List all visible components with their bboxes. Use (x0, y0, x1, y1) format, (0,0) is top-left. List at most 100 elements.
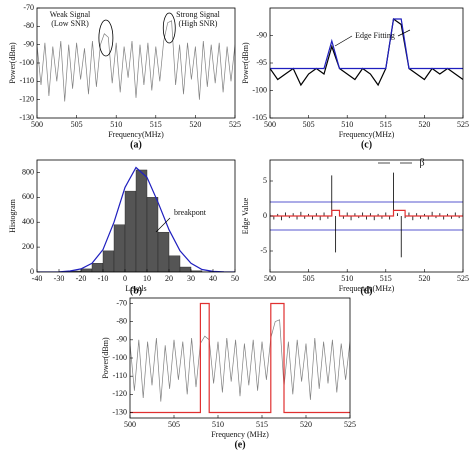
series-line (37, 166, 235, 272)
panel: 500 505 510 515 520 525 -130 -120 -110 -100 -90 -80… (101, 297, 356, 450)
series-line (270, 209, 463, 217)
plot-area (130, 302, 350, 414)
panel: 500 505 510 515 520 525 -130 -120 -110 -100 -90 -80… (8, 3, 241, 150)
x-tick-label: 520 (300, 420, 312, 429)
x-tick-label: 510 (110, 120, 122, 129)
annotation-arrow (397, 29, 411, 37)
plot-area (270, 17, 463, 87)
y-tick-label: -90 (256, 30, 267, 39)
panel-label: (a) (130, 139, 142, 150)
y-tick-label: -100 (252, 85, 267, 94)
histogram-bar (102, 250, 115, 272)
series-line (270, 17, 463, 87)
x-tick-label: 30 (187, 274, 195, 283)
y-tick-label: -70 (116, 298, 127, 307)
x-tick-label: 525 (229, 120, 241, 129)
x-tick-label: 520 (189, 120, 201, 129)
histogram-bar (124, 190, 137, 272)
axes-frame (269, 159, 464, 273)
x-tick-label: -20 (76, 274, 87, 283)
y-tick-label: 200 (22, 242, 34, 251)
x-axis-label: Levels (125, 284, 146, 293)
histogram-bar (113, 224, 126, 272)
axes-frame (269, 7, 464, 119)
y-tick-label: -110 (20, 76, 34, 85)
y-axis-label: Histogram (8, 198, 17, 233)
x-axis-label: Frequency (MHz) (211, 430, 269, 439)
series-line (130, 302, 350, 414)
annotation-arrow (334, 35, 353, 47)
y-tick-label: -130 (112, 407, 127, 416)
x-tick-label: 525 (457, 274, 469, 283)
panel: 500 505 510 515 520 525 -105 -100 -95 -90 Frequenc… (241, 7, 469, 150)
annotation: Strong Signal (176, 10, 221, 19)
x-tick-label: 510 (212, 420, 224, 429)
panel-label: (e) (234, 439, 245, 450)
panel: 500 505 510 515 520 525 -5 0 5 Frequency(MHz) Edge… (241, 157, 469, 296)
panel-label: (b) (130, 285, 142, 296)
plot-area (37, 20, 235, 102)
x-tick-label: 505 (303, 120, 315, 129)
x-tick-label: 510 (341, 274, 353, 283)
x-tick-label: 515 (380, 120, 392, 129)
x-tick-label: 500 (264, 274, 276, 283)
y-tick-label: -5 (260, 246, 267, 255)
y-tick-label: -100 (19, 58, 34, 67)
axes-frame (36, 7, 236, 119)
y-tick-label: 0 (30, 267, 34, 276)
x-tick-label: 20 (165, 274, 173, 283)
axes-frame (36, 159, 236, 273)
x-tick-label: 515 (256, 420, 268, 429)
annotation: (Low SNR) (51, 19, 89, 28)
plot-area (37, 166, 235, 272)
highlight (98, 19, 114, 57)
x-tick-label: 0 (123, 274, 127, 283)
annotation: (High SNR) (179, 19, 218, 28)
panel: -40 -30 -20 -10 0 10 20 30 40 50 0 200 400 600 800 Leve… (8, 159, 239, 296)
highlight (162, 12, 176, 44)
x-tick-label: 500 (31, 120, 43, 129)
annotation: breakpont (174, 208, 207, 217)
x-tick-label: 500 (124, 420, 136, 429)
plot-area (270, 172, 463, 258)
y-tick-label: -70 (23, 3, 34, 12)
x-tick-label: -40 (32, 274, 43, 283)
x-tick-label: -30 (54, 274, 65, 283)
series-line (130, 319, 350, 402)
y-tick-label: -110 (113, 371, 127, 380)
y-tick-label: -120 (19, 94, 34, 103)
histogram-bar (146, 197, 159, 272)
y-tick-label: -120 (112, 389, 127, 398)
y-tick-label: -80 (23, 21, 34, 30)
y-tick-label: -90 (116, 335, 127, 344)
y-tick-label: 800 (22, 167, 34, 176)
y-axis-label: Edge Value (241, 197, 250, 234)
y-tick-label: 600 (22, 192, 34, 201)
annotation: Edge Fitting (355, 31, 395, 40)
x-tick-label: 525 (457, 120, 469, 129)
histogram-bar (91, 263, 104, 272)
x-tick-label: 520 (418, 120, 430, 129)
y-tick-label: -90 (23, 39, 34, 48)
y-tick-label: 400 (22, 217, 34, 226)
axes-frame (129, 297, 351, 419)
x-tick-label: 505 (303, 274, 315, 283)
histogram-bar (80, 268, 93, 272)
y-tick-label: 5 (263, 176, 267, 185)
x-tick-label: 515 (150, 120, 162, 129)
annotation: Weak Signal (50, 10, 91, 19)
x-axis-label: Frequency(MHz) (339, 130, 395, 139)
x-tick-label: 40 (209, 274, 217, 283)
histogram-bar (135, 169, 148, 272)
x-axis-label: Frequency(MHz) (339, 284, 395, 293)
series-line (270, 18, 463, 70)
x-tick-label: 520 (418, 274, 430, 283)
y-axis-label: Power(dBm) (241, 42, 250, 84)
x-tick-label: -10 (98, 274, 109, 283)
x-tick-label: 10 (143, 274, 151, 283)
y-axis-label: Power(dBm) (101, 337, 110, 379)
panel-label: (c) (361, 139, 372, 150)
annotation-arrow (155, 217, 171, 233)
x-tick-label: 505 (71, 120, 83, 129)
panel-label: (d) (360, 285, 372, 296)
